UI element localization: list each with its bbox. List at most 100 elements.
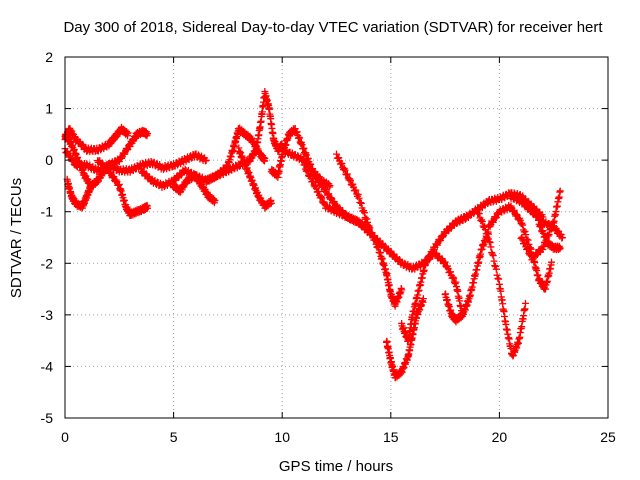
data-point	[343, 170, 351, 178]
data-point	[548, 222, 556, 230]
x-tick-label: 0	[61, 429, 69, 445]
data-point	[361, 214, 369, 222]
data-point	[121, 150, 129, 158]
data-point	[211, 197, 219, 205]
plot-frame	[64, 56, 609, 419]
data-point	[475, 210, 483, 218]
data-point	[492, 265, 500, 273]
data-point	[87, 183, 95, 191]
data-point	[485, 238, 493, 246]
y-tick-label: 2	[45, 49, 53, 65]
y-tick-label: -2	[41, 255, 54, 271]
data-point	[327, 194, 335, 202]
series-pass-4	[63, 175, 95, 212]
data-point	[546, 226, 554, 234]
data-point	[521, 239, 529, 247]
series-pass-21	[474, 209, 529, 360]
chart-title: Day 300 of 2018, Sidereal Day-to-day VTE…	[63, 19, 603, 36]
y-axis-label: SDTVAR / TECUs	[8, 178, 25, 298]
data-point	[267, 199, 275, 207]
data-point	[363, 215, 371, 223]
data-point	[309, 177, 317, 185]
data-point	[489, 252, 497, 260]
data-point	[368, 229, 376, 237]
data-point	[447, 268, 455, 276]
data-point	[124, 129, 132, 137]
data-point	[489, 218, 497, 226]
data-point	[510, 206, 518, 214]
data-point	[374, 243, 382, 251]
data-point	[301, 161, 309, 169]
data-point	[443, 263, 451, 271]
data-point	[366, 224, 374, 232]
data-point	[369, 232, 377, 240]
x-tick-label: 20	[492, 429, 508, 445]
data-point	[450, 274, 458, 282]
x-tick-label: 15	[383, 429, 399, 445]
x-axis-label: GPS time / hours	[279, 458, 393, 475]
data-point	[398, 286, 406, 294]
data-point	[521, 227, 529, 235]
data-point	[315, 188, 323, 196]
series-pass-10	[246, 88, 286, 165]
data-point	[66, 152, 74, 160]
data-point	[488, 250, 496, 258]
data-point	[63, 149, 71, 157]
data-point	[490, 257, 498, 265]
series-pass-8	[170, 171, 219, 207]
data-point	[315, 179, 323, 187]
data-point	[346, 176, 354, 184]
data-point	[352, 186, 360, 194]
data-point	[524, 245, 532, 253]
data-point	[519, 221, 527, 229]
data-point	[371, 236, 379, 244]
y-tick-label: -1	[41, 204, 54, 220]
series-pass-18	[419, 228, 493, 318]
data-point	[477, 217, 485, 225]
data-point	[548, 258, 556, 266]
data-point	[441, 258, 449, 266]
data-point	[478, 216, 486, 224]
data-point	[318, 194, 326, 202]
data-points	[61, 88, 566, 382]
data-point	[487, 243, 495, 251]
data-point	[516, 216, 524, 224]
data-point	[486, 238, 494, 246]
axis-ticks: 0 5 10 15 20 25 -5 -4 -3 -2 -1 0 1 2	[41, 49, 616, 445]
data-point	[364, 218, 372, 226]
y-tick-label: 1	[45, 101, 53, 117]
y-tick-label: 0	[45, 152, 53, 168]
data-point	[341, 166, 349, 174]
data-point	[419, 295, 427, 303]
series-pass-24	[517, 187, 564, 264]
data-point	[325, 190, 333, 198]
data-point	[433, 241, 441, 249]
data-point	[495, 275, 503, 283]
series-pass-5	[94, 157, 152, 220]
data-point	[335, 154, 343, 162]
y-tick-label: -4	[41, 358, 54, 374]
data-point	[481, 226, 489, 234]
series-pass-22	[485, 202, 556, 293]
series-pass-17	[398, 211, 471, 345]
data-point	[506, 203, 514, 211]
data-point	[439, 233, 447, 241]
data-point	[539, 246, 547, 254]
data-point	[517, 234, 525, 242]
data-point	[545, 230, 553, 238]
data-point	[549, 218, 557, 226]
data-point	[357, 199, 365, 207]
data-point	[522, 231, 530, 239]
data-point	[491, 262, 499, 270]
data-point	[115, 181, 123, 189]
data-point	[202, 156, 210, 164]
data-point	[357, 199, 365, 207]
data-point	[558, 234, 566, 242]
data-point	[449, 273, 457, 281]
x-tick-label: 25	[600, 429, 616, 445]
series-pass-19	[441, 290, 466, 326]
data-point	[338, 160, 346, 168]
y-tick-label: -5	[41, 410, 54, 426]
data-point	[451, 280, 459, 288]
